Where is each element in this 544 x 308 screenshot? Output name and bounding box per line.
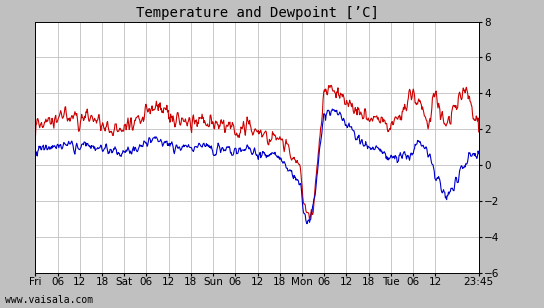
Title: Temperature and Dewpoint [’C]: Temperature and Dewpoint [’C]: [135, 6, 379, 20]
Text: www.vaisala.com: www.vaisala.com: [5, 295, 94, 305]
